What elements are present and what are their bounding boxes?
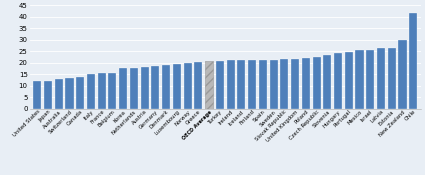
Bar bbox=[280, 59, 288, 108]
Bar bbox=[87, 74, 95, 108]
Bar bbox=[141, 67, 149, 108]
Bar bbox=[291, 59, 299, 108]
Bar bbox=[216, 61, 224, 108]
Bar bbox=[205, 61, 213, 108]
Bar bbox=[409, 13, 417, 108]
Bar bbox=[366, 50, 374, 108]
Bar bbox=[65, 78, 74, 108]
Bar bbox=[312, 57, 320, 108]
Bar bbox=[399, 40, 407, 108]
Bar bbox=[355, 50, 363, 108]
Bar bbox=[302, 58, 310, 108]
Bar bbox=[33, 81, 41, 108]
Bar bbox=[173, 64, 181, 108]
Bar bbox=[259, 60, 267, 108]
Bar bbox=[98, 73, 106, 108]
Bar bbox=[162, 65, 170, 108]
Bar bbox=[194, 62, 202, 108]
Bar bbox=[108, 73, 116, 108]
Bar bbox=[388, 48, 396, 108]
Bar bbox=[76, 77, 84, 108]
Bar bbox=[119, 68, 127, 108]
Bar bbox=[227, 60, 235, 108]
Bar bbox=[345, 52, 353, 108]
Bar bbox=[377, 48, 385, 108]
Bar bbox=[44, 80, 52, 108]
Bar bbox=[269, 60, 278, 108]
Bar bbox=[248, 60, 256, 108]
Bar bbox=[184, 63, 192, 108]
Bar bbox=[237, 60, 245, 108]
Bar bbox=[334, 53, 342, 108]
Bar bbox=[151, 66, 159, 108]
Bar bbox=[55, 79, 63, 108]
Bar bbox=[323, 55, 332, 108]
Bar bbox=[130, 68, 138, 108]
